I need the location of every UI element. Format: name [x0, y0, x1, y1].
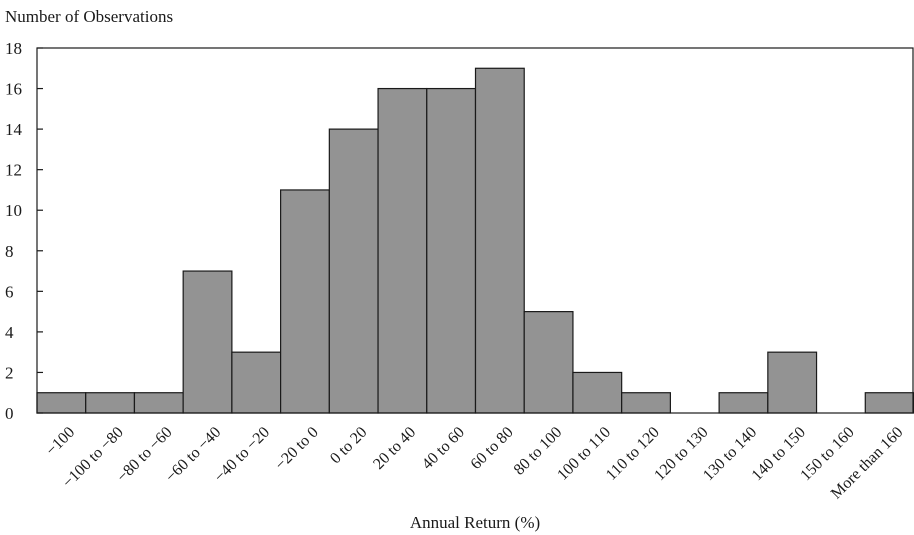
- bar-12: [621, 392, 671, 414]
- y-tick-label-1: 2: [5, 363, 14, 382]
- bar-2: [133, 392, 184, 414]
- y-tick-label-4: 8: [5, 242, 14, 261]
- bar-14: [718, 392, 769, 414]
- bar-6: [328, 128, 379, 414]
- y-tick-label-8: 16: [5, 80, 22, 99]
- bar-7: [377, 87, 428, 414]
- x-tick-label-7: 20 to 40: [370, 424, 419, 473]
- x-tick-label-5: −20 to 0: [272, 424, 322, 474]
- y-tick-label-6: 12: [5, 161, 22, 180]
- y-tick-label-0: 0: [5, 404, 14, 423]
- bar-1: [85, 392, 136, 414]
- x-tick-label-8: 40 to 60: [419, 424, 468, 473]
- x-tick-label-6: 0 to 20: [327, 424, 370, 467]
- bar-17: [864, 392, 914, 414]
- x-tick-label-0: −100: [43, 424, 78, 459]
- bars-group: [36, 67, 914, 414]
- y-tick-label-9: 18: [5, 39, 22, 58]
- bar-8: [426, 87, 477, 414]
- x-axis-label: Annual Return (%): [410, 513, 540, 532]
- bar-11: [572, 371, 623, 414]
- y-ticks-group: 0 2 4 6 8 10 12 14 16 18: [5, 39, 43, 423]
- bar-3: [182, 270, 233, 414]
- bar-0: [36, 392, 87, 414]
- plot-frame: [36, 47, 914, 414]
- y-tick-label-3: 6: [5, 282, 14, 301]
- bar-15: [767, 351, 818, 414]
- bar-9: [474, 67, 525, 414]
- y-axis-label: Number of Observations: [5, 7, 173, 26]
- bar-5: [280, 189, 330, 414]
- y-tick-label-5: 10: [5, 201, 22, 220]
- bar-4: [231, 351, 282, 414]
- x-ticks-group: −100−100 to −80−80 to −60−60 to −40−40 t…: [43, 424, 907, 503]
- y-tick-label-2: 4: [5, 323, 14, 342]
- bar-10: [523, 311, 574, 414]
- x-tick-label-9: 60 to 80: [468, 424, 517, 473]
- y-tick-label-7: 14: [5, 120, 23, 139]
